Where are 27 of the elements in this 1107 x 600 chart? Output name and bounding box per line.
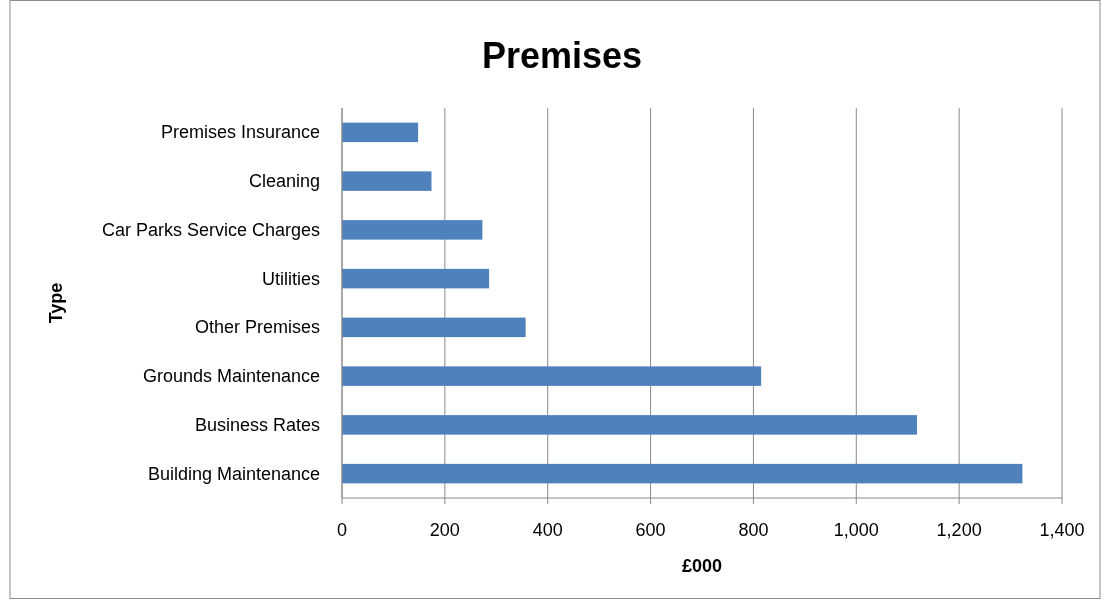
bar bbox=[342, 317, 526, 338]
x-tick-label: 200 bbox=[429, 520, 460, 540]
bar bbox=[342, 220, 483, 240]
x-tick-label: 1,000 bbox=[833, 520, 879, 540]
bar bbox=[342, 268, 490, 289]
x-tick-label: 1,200 bbox=[936, 520, 982, 540]
y-tick-label: Cleaning bbox=[248, 171, 320, 192]
x-tick-label: 800 bbox=[738, 520, 769, 540]
y-tick-label: Other Premises bbox=[194, 317, 320, 338]
y-tick-label: Utilities bbox=[261, 268, 320, 289]
y-tick-label: Premises Insurance bbox=[160, 122, 320, 143]
y-tick-label: Business Rates bbox=[194, 414, 320, 435]
x-tick-label: 0 bbox=[336, 520, 348, 540]
bar bbox=[342, 171, 432, 191]
y-tick-label: Grounds Maintenance bbox=[142, 366, 320, 387]
bar bbox=[342, 122, 419, 143]
bar bbox=[342, 415, 917, 435]
y-axis-title: Type bbox=[46, 282, 66, 324]
bar bbox=[342, 463, 1023, 484]
chart-title: Premises bbox=[481, 35, 643, 76]
y-tick-label: Car Parks Service Charges bbox=[101, 219, 320, 240]
x-axis-title: £000 bbox=[681, 556, 723, 576]
bar bbox=[342, 366, 762, 386]
x-tick-label: 1,400 bbox=[1039, 520, 1085, 540]
x-tick-label: 400 bbox=[532, 520, 563, 540]
x-tick-label: 600 bbox=[635, 520, 666, 540]
y-tick-label: Building Maintenance bbox=[147, 463, 320, 484]
